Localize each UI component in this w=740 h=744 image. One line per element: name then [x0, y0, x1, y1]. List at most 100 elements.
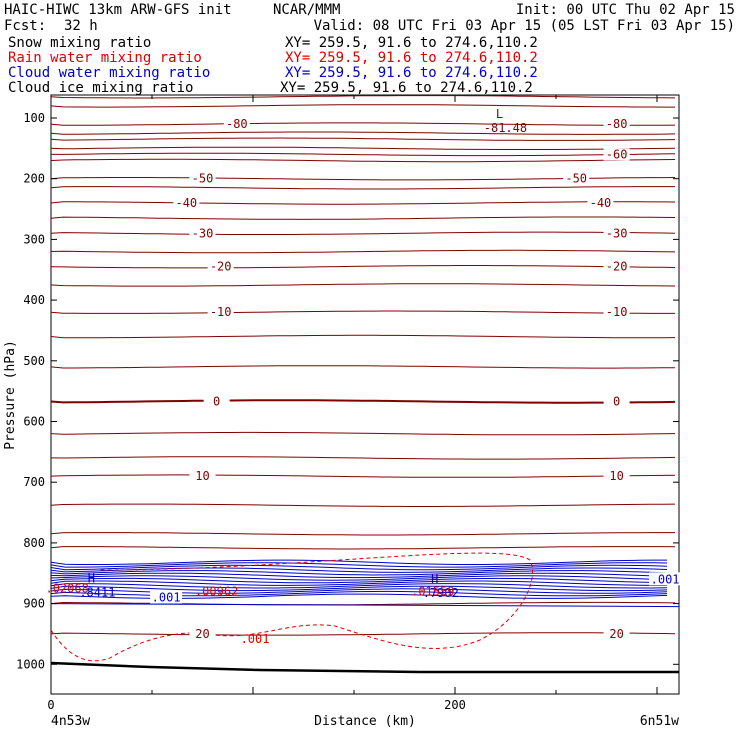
isotherm: [50, 365, 676, 369]
cloud-water-contours: [50, 559, 680, 608]
label-bg: [603, 627, 630, 640]
cloud-water-contour: [50, 570, 668, 576]
isotherm-label: 10: [195, 469, 209, 483]
label-bg: [150, 590, 183, 604]
cloud-water-contour: [50, 603, 680, 608]
field-xy-cloud-water: XY= 259.5, 91.6 to 274.6,110.2: [285, 65, 538, 81]
isotherm-label: -50: [565, 172, 587, 186]
isotherm: [51, 152, 676, 157]
x-axis-title: Distance (km): [314, 714, 416, 729]
cloud-water-contour: [50, 577, 668, 584]
label-bg: [189, 470, 216, 483]
cloud-water-label: .001: [152, 591, 181, 605]
extremum-marker: H: [431, 572, 438, 586]
cloud-water-contour: [50, 575, 668, 581]
label-bg: [203, 395, 230, 408]
label-bg: [173, 196, 200, 209]
cloud-water-contour: [50, 562, 668, 568]
isotherm: [50, 456, 676, 460]
cloud-water-contour: [50, 572, 668, 579]
header-init: Init: 00 UTC Thu 02 Apr 15: [516, 2, 735, 18]
isotherm-label: -10: [210, 305, 232, 319]
isotherm-label: 20: [195, 627, 209, 641]
extremum-value: .8411: [79, 585, 115, 599]
header-org: NCAR/MMM: [273, 2, 340, 18]
isotherm-label: -20: [606, 260, 628, 274]
isotherm: [50, 186, 675, 190]
isotherm: [50, 158, 676, 163]
cloud-water-contour: [50, 580, 667, 586]
x-tick-label: 200: [444, 698, 466, 712]
isotherm-label: -60: [606, 147, 628, 161]
field-xy-cloud-ice: XY= 259.5, 91.6 to 274.6,110.2: [280, 80, 533, 96]
isotherm: [50, 265, 676, 269]
rain-label: .001: [241, 632, 270, 646]
rain-label: .02068: [45, 581, 88, 595]
y-axis-title: Pressure (hPa): [3, 340, 18, 450]
cloud-water-contour: [50, 564, 668, 571]
label-bg: [207, 306, 234, 319]
field-name-rain: Rain water mixing ratio: [8, 50, 202, 66]
label-bg: [603, 227, 630, 240]
isotherm-label: -20: [210, 260, 232, 274]
isotherm: [50, 231, 676, 235]
y-tick-label: 600: [23, 415, 45, 429]
extremum-marker: H: [88, 571, 95, 585]
isotherm: [50, 310, 675, 314]
field-xy-rain: XY= 259.5, 91.6 to 274.6,110.2: [285, 50, 538, 66]
y-tick-label: 900: [23, 597, 45, 611]
isotherm-label: -30: [192, 226, 214, 240]
isotherm: [50, 503, 676, 507]
x-tick-label: 0: [47, 698, 54, 712]
label-bg: [603, 148, 630, 161]
isotherm: [50, 95, 676, 99]
terrain-line: [50, 661, 679, 674]
y-tick-label: 700: [23, 475, 45, 489]
label-bg: [603, 118, 630, 131]
y-tick-label: 800: [23, 536, 45, 550]
label-bg: [223, 118, 250, 131]
y-tick-label: 1000: [16, 657, 45, 671]
isotherm-label: 10: [609, 469, 623, 483]
isotherm: [50, 283, 676, 287]
label-bg: [207, 260, 234, 273]
label-bg: [587, 196, 614, 209]
cloud-water-contour: [50, 567, 668, 573]
field-name-cloud-water: Cloud water mixing ratio: [8, 65, 210, 81]
label-bg: [189, 172, 216, 185]
isotherm: [50, 399, 676, 404]
label-bg: [189, 227, 216, 240]
extremum-value: -81.48: [484, 121, 527, 135]
isotherm: [50, 532, 675, 536]
terrain: [50, 661, 679, 674]
isotherm: [50, 131, 676, 135]
label-bg: [603, 395, 630, 408]
cloud-water-contour: [50, 559, 667, 565]
isotherm-label: 0: [213, 394, 220, 408]
plot-frame: [50, 94, 680, 695]
rain-contours: [50, 552, 534, 662]
x-endpoint-left: 4n53w: [51, 714, 90, 729]
isotherm-label: -40: [590, 196, 612, 210]
header-valid: Valid: 08 UTC Fri 03 Apr 15 (05 LST Fri …: [314, 18, 735, 34]
rain-label: .01559: [411, 584, 454, 598]
isotherm: [50, 201, 676, 205]
isotherm-label: 20: [609, 627, 623, 641]
cloud-water-contour: [50, 588, 668, 594]
label-bg: [563, 172, 590, 185]
label-bg: [603, 306, 630, 319]
label-bg: [603, 260, 630, 273]
isotherm: [50, 137, 676, 141]
isotherm: [50, 546, 676, 550]
isotherm-label: -80: [226, 117, 248, 131]
isotherm: [50, 431, 676, 436]
label-bg: [649, 572, 682, 586]
cloud-water-contour: [50, 585, 668, 592]
isotherm-label: -10: [606, 305, 628, 319]
y-tick-label: 500: [23, 354, 45, 368]
isotherm-label: 0: [613, 394, 620, 408]
cloud-water-contour: [50, 583, 668, 589]
